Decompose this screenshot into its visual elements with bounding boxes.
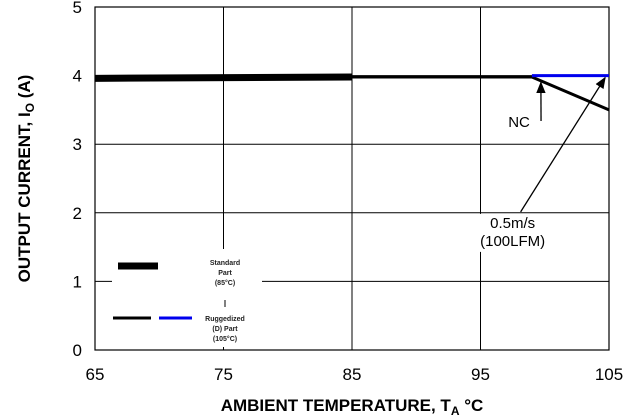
plot-frame [94,6,610,351]
annotation-nc-label: NC [508,114,530,131]
annotations: NC 0.5m/s(100LFM) [475,76,606,252]
x-tick-label: 65 [86,365,105,384]
y-axis-title-unit: (A) [15,75,34,103]
x-tick-label: 95 [471,365,490,384]
tick-labels: 65 75 85 95 105 0 1 2 3 4 5 [73,0,624,384]
y-tick-label: 0 [73,341,82,360]
annotation-bg-flow [475,213,551,252]
legend-label-ruggedized: Ruggedized [205,316,245,323]
series-layer [94,73,610,112]
y-tick-label: 1 [73,272,82,291]
x-axis-title-main: AMBIENT TEMPERATURE, T [221,396,452,415]
x-tick-label: 105 [595,365,623,384]
y-tick-label: 4 [73,67,82,86]
x-axis-title-unit: °C [459,396,483,415]
x-axis-title-sub: A [451,404,460,417]
x-tick-label: 85 [343,365,362,384]
y-axis-title-sub: O [23,103,37,112]
legend-label-standard: (85°C) [215,279,235,287]
x-tick-label: 75 [214,365,233,384]
legend-label-standard: Part [218,270,232,277]
series-line-1 [94,73,353,82]
y-axis-title: OUTPUT CURRENT, IO (A) [15,75,37,283]
annotation-flow-arrow [520,76,606,213]
legend-label-ruggedized: (D) Part [212,326,238,333]
y-axis-title-main: OUTPUT CURRENT, I [15,112,34,282]
legend-label-ruggedized: (105°C) [213,335,237,343]
annotation-bg-nc [507,113,531,134]
y-tick-label: 5 [73,0,82,17]
annotation-flow-label: (100LFM) [480,233,545,250]
x-axis-title: AMBIENT TEMPERATURE, TA °C [221,396,484,417]
legend-label-standard: Standard [210,260,240,267]
legend: Standard Part (85°C) Ruggedized (D) Part (105… [112,249,262,347]
y-tick-label: 3 [73,135,82,154]
annotation-flow-label: 0.5m/s [490,215,535,232]
y-tick-label: 2 [73,204,82,223]
